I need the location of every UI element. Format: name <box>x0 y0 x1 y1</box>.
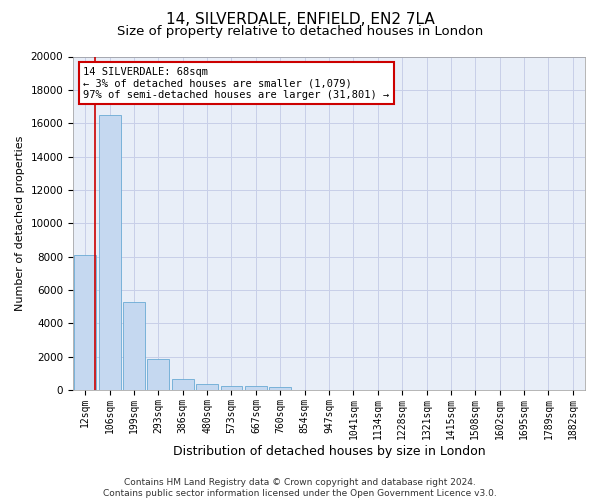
X-axis label: Distribution of detached houses by size in London: Distribution of detached houses by size … <box>173 444 485 458</box>
Bar <box>123 302 145 390</box>
Bar <box>269 387 291 390</box>
Bar <box>98 115 121 390</box>
Bar <box>74 255 96 390</box>
Bar <box>172 378 194 390</box>
Text: 14, SILVERDALE, ENFIELD, EN2 7LA: 14, SILVERDALE, ENFIELD, EN2 7LA <box>166 12 434 28</box>
Bar <box>221 386 242 390</box>
Text: 14 SILVERDALE: 68sqm
← 3% of detached houses are smaller (1,079)
97% of semi-det: 14 SILVERDALE: 68sqm ← 3% of detached ho… <box>83 66 389 100</box>
Bar <box>196 384 218 390</box>
Bar <box>148 360 169 390</box>
Bar <box>245 386 267 390</box>
Text: Size of property relative to detached houses in London: Size of property relative to detached ho… <box>117 25 483 38</box>
Y-axis label: Number of detached properties: Number of detached properties <box>15 136 25 311</box>
Text: Contains HM Land Registry data © Crown copyright and database right 2024.
Contai: Contains HM Land Registry data © Crown c… <box>103 478 497 498</box>
